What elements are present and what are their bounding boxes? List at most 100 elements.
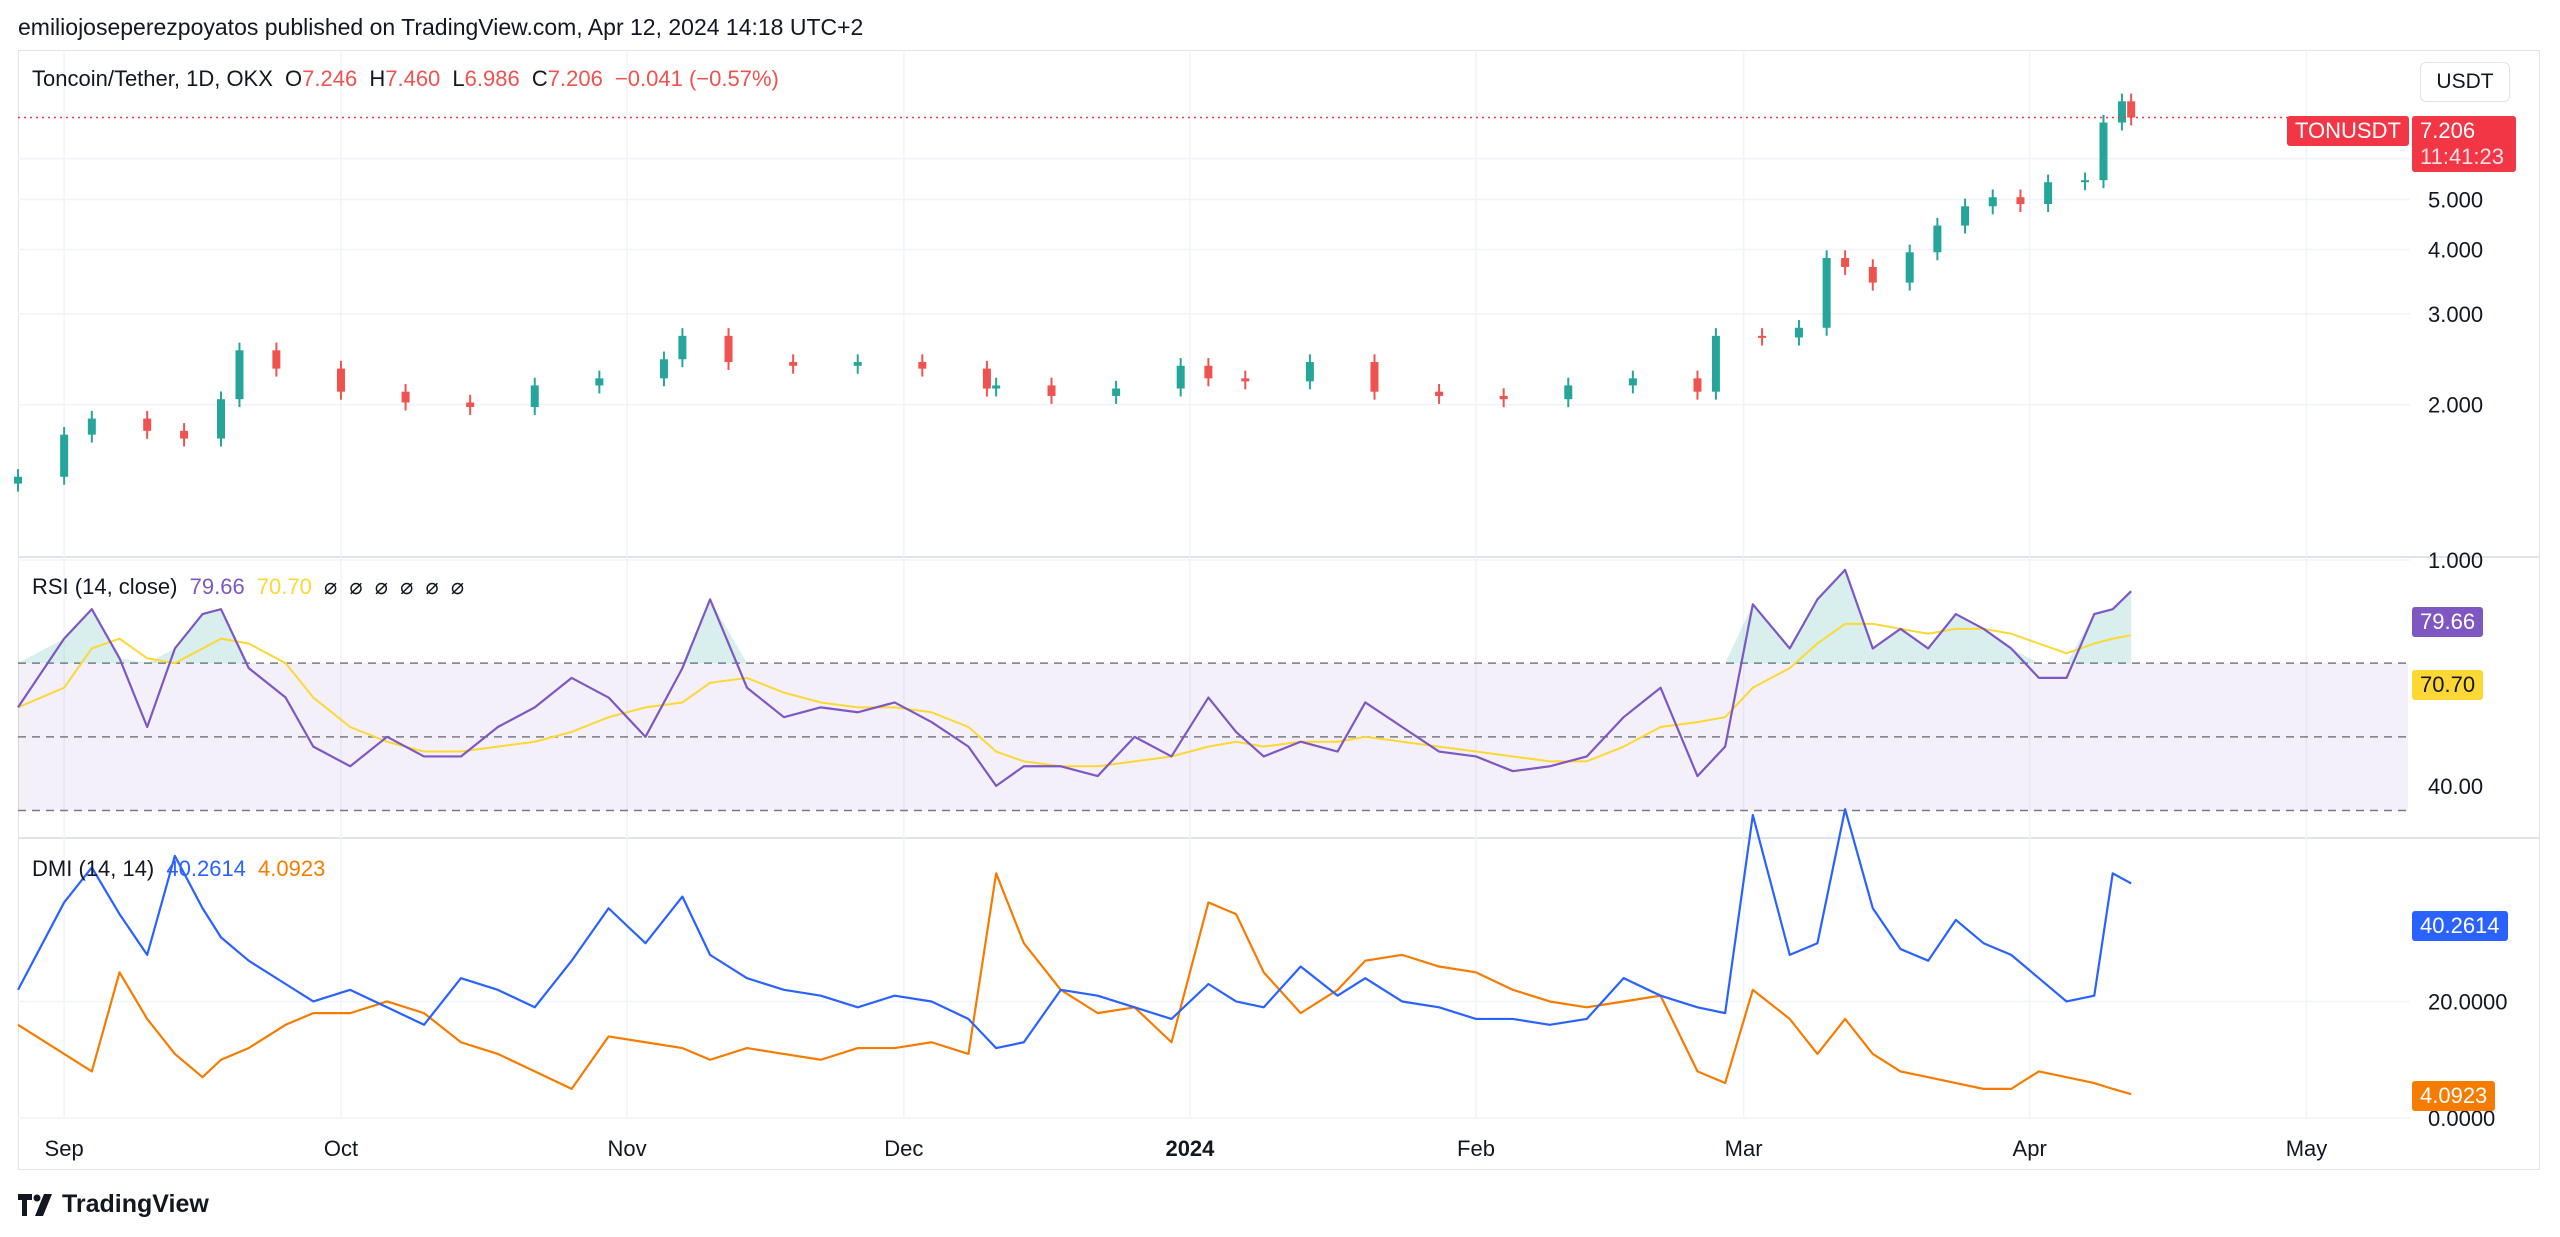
tradingview-brand: TradingView bbox=[62, 1190, 209, 1218]
last-price-tag: 7.206 11:41:23 bbox=[2412, 116, 2516, 172]
price-candle bbox=[1988, 197, 1997, 207]
dmi-legend: DMI (14, 14) 40.2614 4.0923 bbox=[32, 856, 331, 882]
dmi-plus-tag: 40.2614 bbox=[2412, 911, 2508, 941]
price-legend: Toncoin/Tether, 1D, OKX O7.246 H7.460 L6… bbox=[32, 66, 785, 92]
price-candle bbox=[2117, 101, 2126, 123]
price-candle bbox=[2099, 122, 2108, 181]
price-candle bbox=[659, 359, 668, 379]
price-candle bbox=[1794, 327, 1803, 338]
rsi-value-tag: 79.66 bbox=[2412, 607, 2484, 637]
dmi-plus-line bbox=[17, 808, 2132, 1050]
ohlc-high: H7.460 bbox=[369, 66, 441, 91]
price-candle bbox=[1758, 335, 1767, 338]
price-candle bbox=[530, 385, 539, 407]
x-axis-tick-label: Nov bbox=[607, 1136, 646, 1161]
price-candle bbox=[1841, 258, 1850, 267]
x-axis-tick-label: Dec bbox=[884, 1136, 923, 1161]
dmi-minus-value: 4.0923 bbox=[258, 856, 326, 881]
price-candle bbox=[789, 362, 798, 366]
price-candle bbox=[1693, 378, 1702, 392]
price-candle bbox=[1822, 258, 1831, 328]
bar-countdown: 11:41:23 bbox=[2420, 144, 2505, 169]
price-candle bbox=[1933, 225, 1942, 253]
dmi-title[interactable]: DMI (14, 14) bbox=[32, 856, 155, 881]
ohlc-close: C7.206 bbox=[531, 66, 603, 91]
price-candle bbox=[1204, 365, 1213, 379]
price-candle bbox=[982, 368, 991, 389]
tradingview-logo[interactable]: TradingView bbox=[18, 1190, 209, 1219]
price-candle bbox=[1241, 378, 1250, 382]
na-marker: ⌀ bbox=[400, 574, 414, 599]
price-axis-label: 2.000 bbox=[2428, 393, 2483, 418]
price-candle bbox=[143, 418, 152, 431]
price-candle bbox=[678, 335, 687, 360]
price-candle bbox=[1961, 206, 1970, 226]
price-candle bbox=[2044, 182, 2053, 205]
currency-button[interactable]: USDT bbox=[2420, 62, 2510, 102]
price-candle bbox=[1176, 365, 1185, 389]
price-candle bbox=[992, 385, 1001, 389]
price-candle bbox=[595, 378, 604, 386]
symbol-title[interactable]: Toncoin/Tether, 1D, OKX bbox=[32, 66, 273, 91]
dmi-minus-line bbox=[17, 872, 2132, 1096]
price-change: −0.041 (−0.57%) bbox=[614, 66, 779, 91]
price-candle bbox=[1499, 395, 1508, 400]
na-marker: ⌀ bbox=[324, 574, 338, 599]
rsi-ma-line bbox=[17, 622, 2132, 768]
price-candle bbox=[1370, 362, 1379, 392]
price-candle bbox=[466, 402, 475, 407]
x-axis-tick-label: Sep bbox=[45, 1136, 84, 1161]
na-marker: ⌀ bbox=[349, 574, 363, 599]
dmi-plus-value: 40.2614 bbox=[166, 856, 246, 881]
price-candle bbox=[235, 350, 244, 400]
price-axis-label: 3.000 bbox=[2428, 302, 2483, 327]
price-candle bbox=[87, 418, 96, 435]
x-axis-tick-label: May bbox=[2286, 1136, 2328, 1161]
price-candle bbox=[2016, 197, 2025, 205]
price-axis-label: 1.000 bbox=[2428, 548, 2483, 573]
price-candle bbox=[2127, 101, 2136, 118]
price-candle bbox=[401, 391, 410, 403]
dmi-minus-tag: 4.0923 bbox=[2412, 1081, 2496, 1111]
price-candle bbox=[853, 362, 862, 366]
price-candle bbox=[1711, 335, 1720, 392]
ohlc-open: O7.246 bbox=[285, 66, 358, 91]
price-candle bbox=[1628, 378, 1637, 386]
ticker-tag: TONUSDT bbox=[2287, 116, 2409, 146]
rsi-legend: RSI (14, close) 79.66 70.70 ⌀ ⌀ ⌀ ⌀ ⌀ ⌀ bbox=[32, 574, 470, 600]
price-candle bbox=[14, 476, 22, 484]
tradingview-icon bbox=[18, 1193, 52, 1216]
x-axis-tick-label: 2024 bbox=[1165, 1136, 1215, 1161]
na-marker: ⌀ bbox=[450, 574, 465, 599]
price-axis-label: 5.000 bbox=[2428, 187, 2483, 212]
price-candle bbox=[918, 362, 927, 369]
na-marker: ⌀ bbox=[374, 574, 388, 599]
rsi-overbought-fill bbox=[18, 569, 2132, 664]
price-candle bbox=[1435, 391, 1444, 396]
x-axis-tick-label: Oct bbox=[324, 1136, 358, 1161]
price-candle bbox=[1905, 252, 1914, 283]
dmi-axis-label: 20.0000 bbox=[2428, 989, 2508, 1014]
price-candle bbox=[217, 399, 226, 439]
price-candle bbox=[1305, 362, 1314, 382]
last-price-value: 7.206 bbox=[2420, 118, 2476, 143]
rsi-ma-value-tag: 70.70 bbox=[2412, 670, 2484, 700]
na-marker: ⌀ bbox=[425, 574, 439, 599]
rsi-line bbox=[17, 568, 2132, 788]
publisher-line: emiliojoseperezpoyatos published on Trad… bbox=[18, 14, 864, 40]
x-axis-tick-label: Apr bbox=[2013, 1136, 2047, 1161]
chart-frame bbox=[18, 50, 2540, 1170]
price-candle bbox=[1047, 385, 1056, 396]
price-candle bbox=[272, 350, 281, 369]
price-candle bbox=[1112, 388, 1121, 396]
price-candle bbox=[60, 434, 69, 477]
price-candle bbox=[1564, 385, 1573, 400]
price-axis-label: 4.000 bbox=[2428, 237, 2483, 262]
rsi-ma-value: 70.70 bbox=[256, 574, 312, 599]
price-candle bbox=[180, 430, 189, 439]
rsi-title[interactable]: RSI (14, close) bbox=[32, 574, 178, 599]
price-candle bbox=[724, 335, 733, 363]
rsi-axis-label: 40.00 bbox=[2428, 774, 2483, 799]
price-candle bbox=[336, 368, 345, 392]
